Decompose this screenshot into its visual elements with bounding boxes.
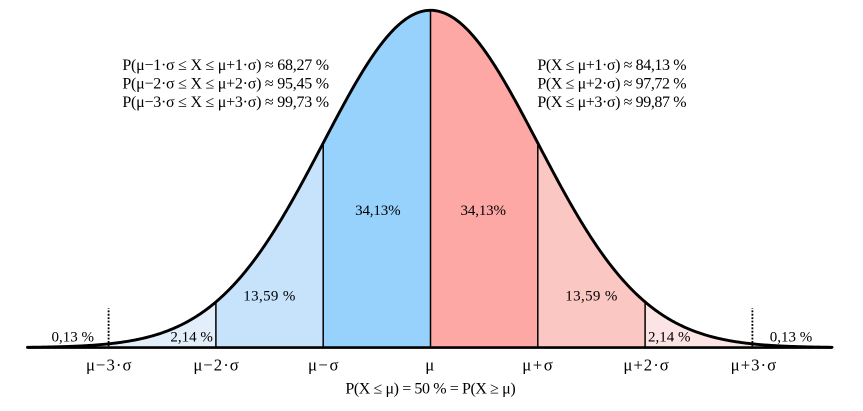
- svg-text:13,59 %: 13,59 %: [243, 289, 295, 305]
- svg-text:μ−σ: μ−σ: [308, 356, 340, 375]
- svg-text:13,59 %: 13,59 %: [565, 289, 617, 305]
- svg-text:μ+3·σ: μ+3·σ: [731, 356, 778, 375]
- svg-text:μ−2·σ: μ−2·σ: [193, 356, 240, 375]
- svg-text:μ: μ: [425, 356, 434, 375]
- svg-text:0,13 %: 0,13 %: [52, 329, 95, 345]
- svg-text:34,13%: 34,13%: [355, 203, 400, 219]
- svg-text:μ−3·σ: μ−3·σ: [86, 356, 133, 375]
- svg-text:2,14 %: 2,14 %: [648, 329, 691, 345]
- svg-text:0,13 %: 0,13 %: [770, 329, 813, 345]
- svg-text:P(X ≤ μ+2·σ) ≈ 97,72 %: P(X ≤ μ+2·σ) ≈ 97,72 %: [537, 75, 686, 92]
- svg-text:P(X ≤ μ) = 50 % = P(X ≥ μ): P(X ≤ μ) = 50 % = P(X ≥ μ): [345, 380, 515, 397]
- svg-text:μ+σ: μ+σ: [522, 356, 554, 375]
- svg-text:P(μ−3·σ ≤ X ≤ μ+3·σ) ≈ 99,73 %: P(μ−3·σ ≤ X ≤ μ+3·σ) ≈ 99,73 %: [122, 94, 328, 111]
- svg-text:P(X ≤ μ+1·σ) ≈ 84,13 %: P(X ≤ μ+1·σ) ≈ 84,13 %: [537, 57, 686, 74]
- svg-text:34,13%: 34,13%: [461, 203, 506, 219]
- svg-text:P(X ≤ μ+3·σ) ≈ 99,87 %: P(X ≤ μ+3·σ) ≈ 99,87 %: [537, 94, 686, 111]
- svg-text:μ+2·σ: μ+2·σ: [623, 356, 670, 375]
- svg-text:2,14 %: 2,14 %: [170, 329, 213, 345]
- svg-text:P(μ−2·σ ≤ X ≤ μ+2·σ) ≈ 95,45 %: P(μ−2·σ ≤ X ≤ μ+2·σ) ≈ 95,45 %: [122, 75, 328, 92]
- svg-text:P(μ−1·σ ≤ X ≤ μ+1·σ) ≈ 68,27 %: P(μ−1·σ ≤ X ≤ μ+1·σ) ≈ 68,27 %: [122, 57, 328, 74]
